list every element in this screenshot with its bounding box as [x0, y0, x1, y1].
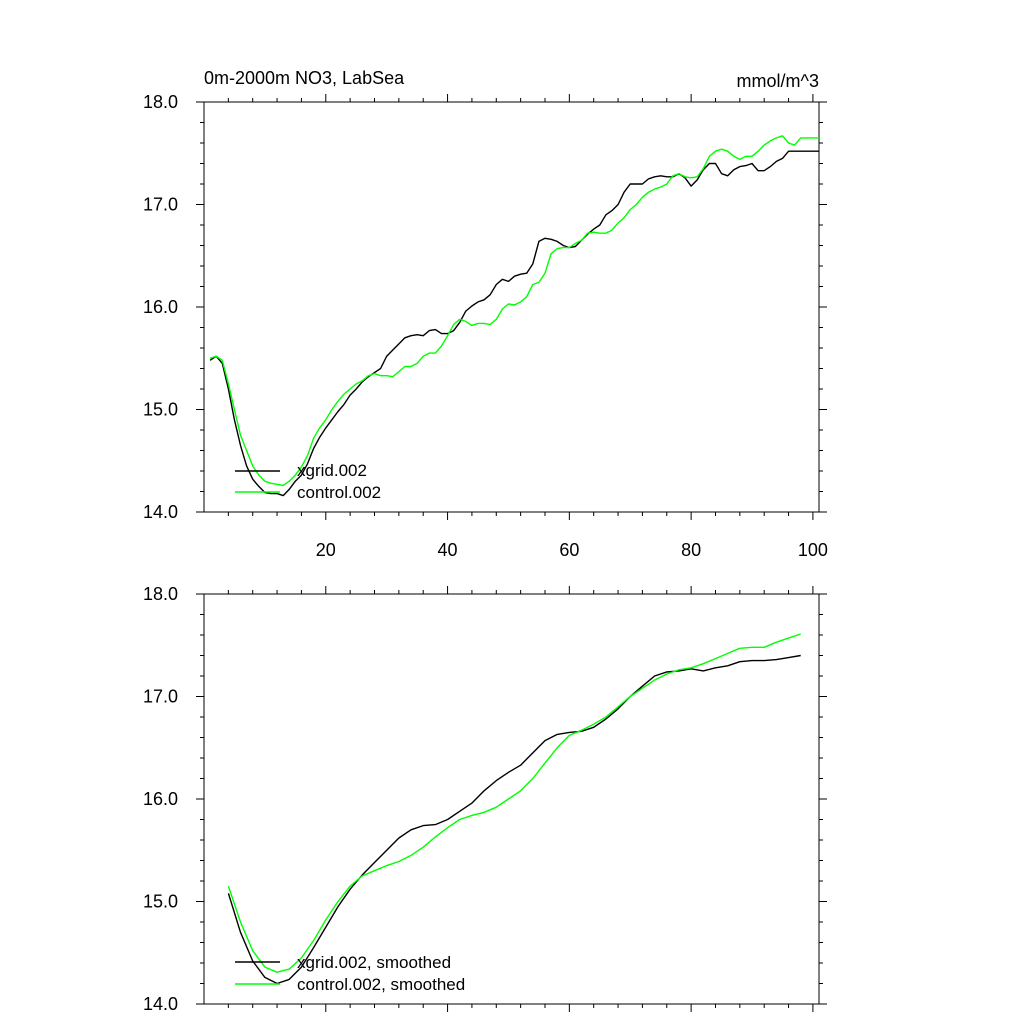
bottom-series-lines [227, 633, 801, 985]
series-line-control-002-smoothed [227, 633, 801, 973]
x-tick-label: 80 [681, 540, 701, 560]
y-tick-label: 17.0 [143, 687, 178, 707]
legend-label-control: control.002 [297, 483, 381, 502]
top-panel: 14.0 15.0 16.0 17.0 18.0 20 40 60 80 100 0m-2000… [143, 68, 828, 560]
y-tick-label: 15.0 [143, 892, 178, 912]
x-tick-label: 20 [316, 540, 336, 560]
y-tick-label: 14.0 [143, 994, 178, 1014]
y-tick-label: 17.0 [143, 195, 178, 215]
top-chart-title: 0m-2000m NO3, LabSea [204, 68, 405, 88]
legend-label-control-smoothed: control.002, smoothed [297, 975, 465, 994]
y-tick-label: 14.0 [143, 502, 178, 522]
y-tick-label: 18.0 [143, 584, 178, 604]
top-y-tick-labels: 14.0 15.0 16.0 17.0 18.0 [143, 92, 178, 522]
top-ticks [196, 94, 827, 520]
y-tick-label: 15.0 [143, 400, 178, 420]
y-tick-label: 16.0 [143, 789, 178, 809]
legend-label-xgrid: xgrid.002 [297, 461, 367, 480]
top-series-lines [209, 135, 819, 497]
top-units-label: mmol/m^3 [737, 71, 819, 91]
bottom-legend: xgrid.002, smoothed control.002, smoothe… [235, 953, 465, 994]
bottom-panel: 14.0 15.0 16.0 17.0 18.0 xgrid.002, smoothed… [143, 584, 827, 1014]
x-tick-label: 100 [798, 540, 828, 560]
series-line-xgrid-002 [209, 150, 819, 497]
x-tick-label: 40 [438, 540, 458, 560]
x-tick-label: 60 [559, 540, 579, 560]
y-tick-label: 16.0 [143, 297, 178, 317]
top-x-tick-labels: 20 40 60 80 100 [316, 540, 828, 560]
bottom-ticks [196, 586, 827, 1012]
bottom-y-tick-labels: 14.0 15.0 16.0 17.0 18.0 [143, 584, 178, 1014]
series-line-control-002 [209, 135, 819, 487]
legend-label-xgrid-smoothed: xgrid.002, smoothed [297, 953, 451, 972]
top-legend: xgrid.002 control.002 [235, 461, 381, 502]
y-tick-label: 18.0 [143, 92, 178, 112]
series-line-xgrid-002-smoothed [227, 654, 801, 985]
